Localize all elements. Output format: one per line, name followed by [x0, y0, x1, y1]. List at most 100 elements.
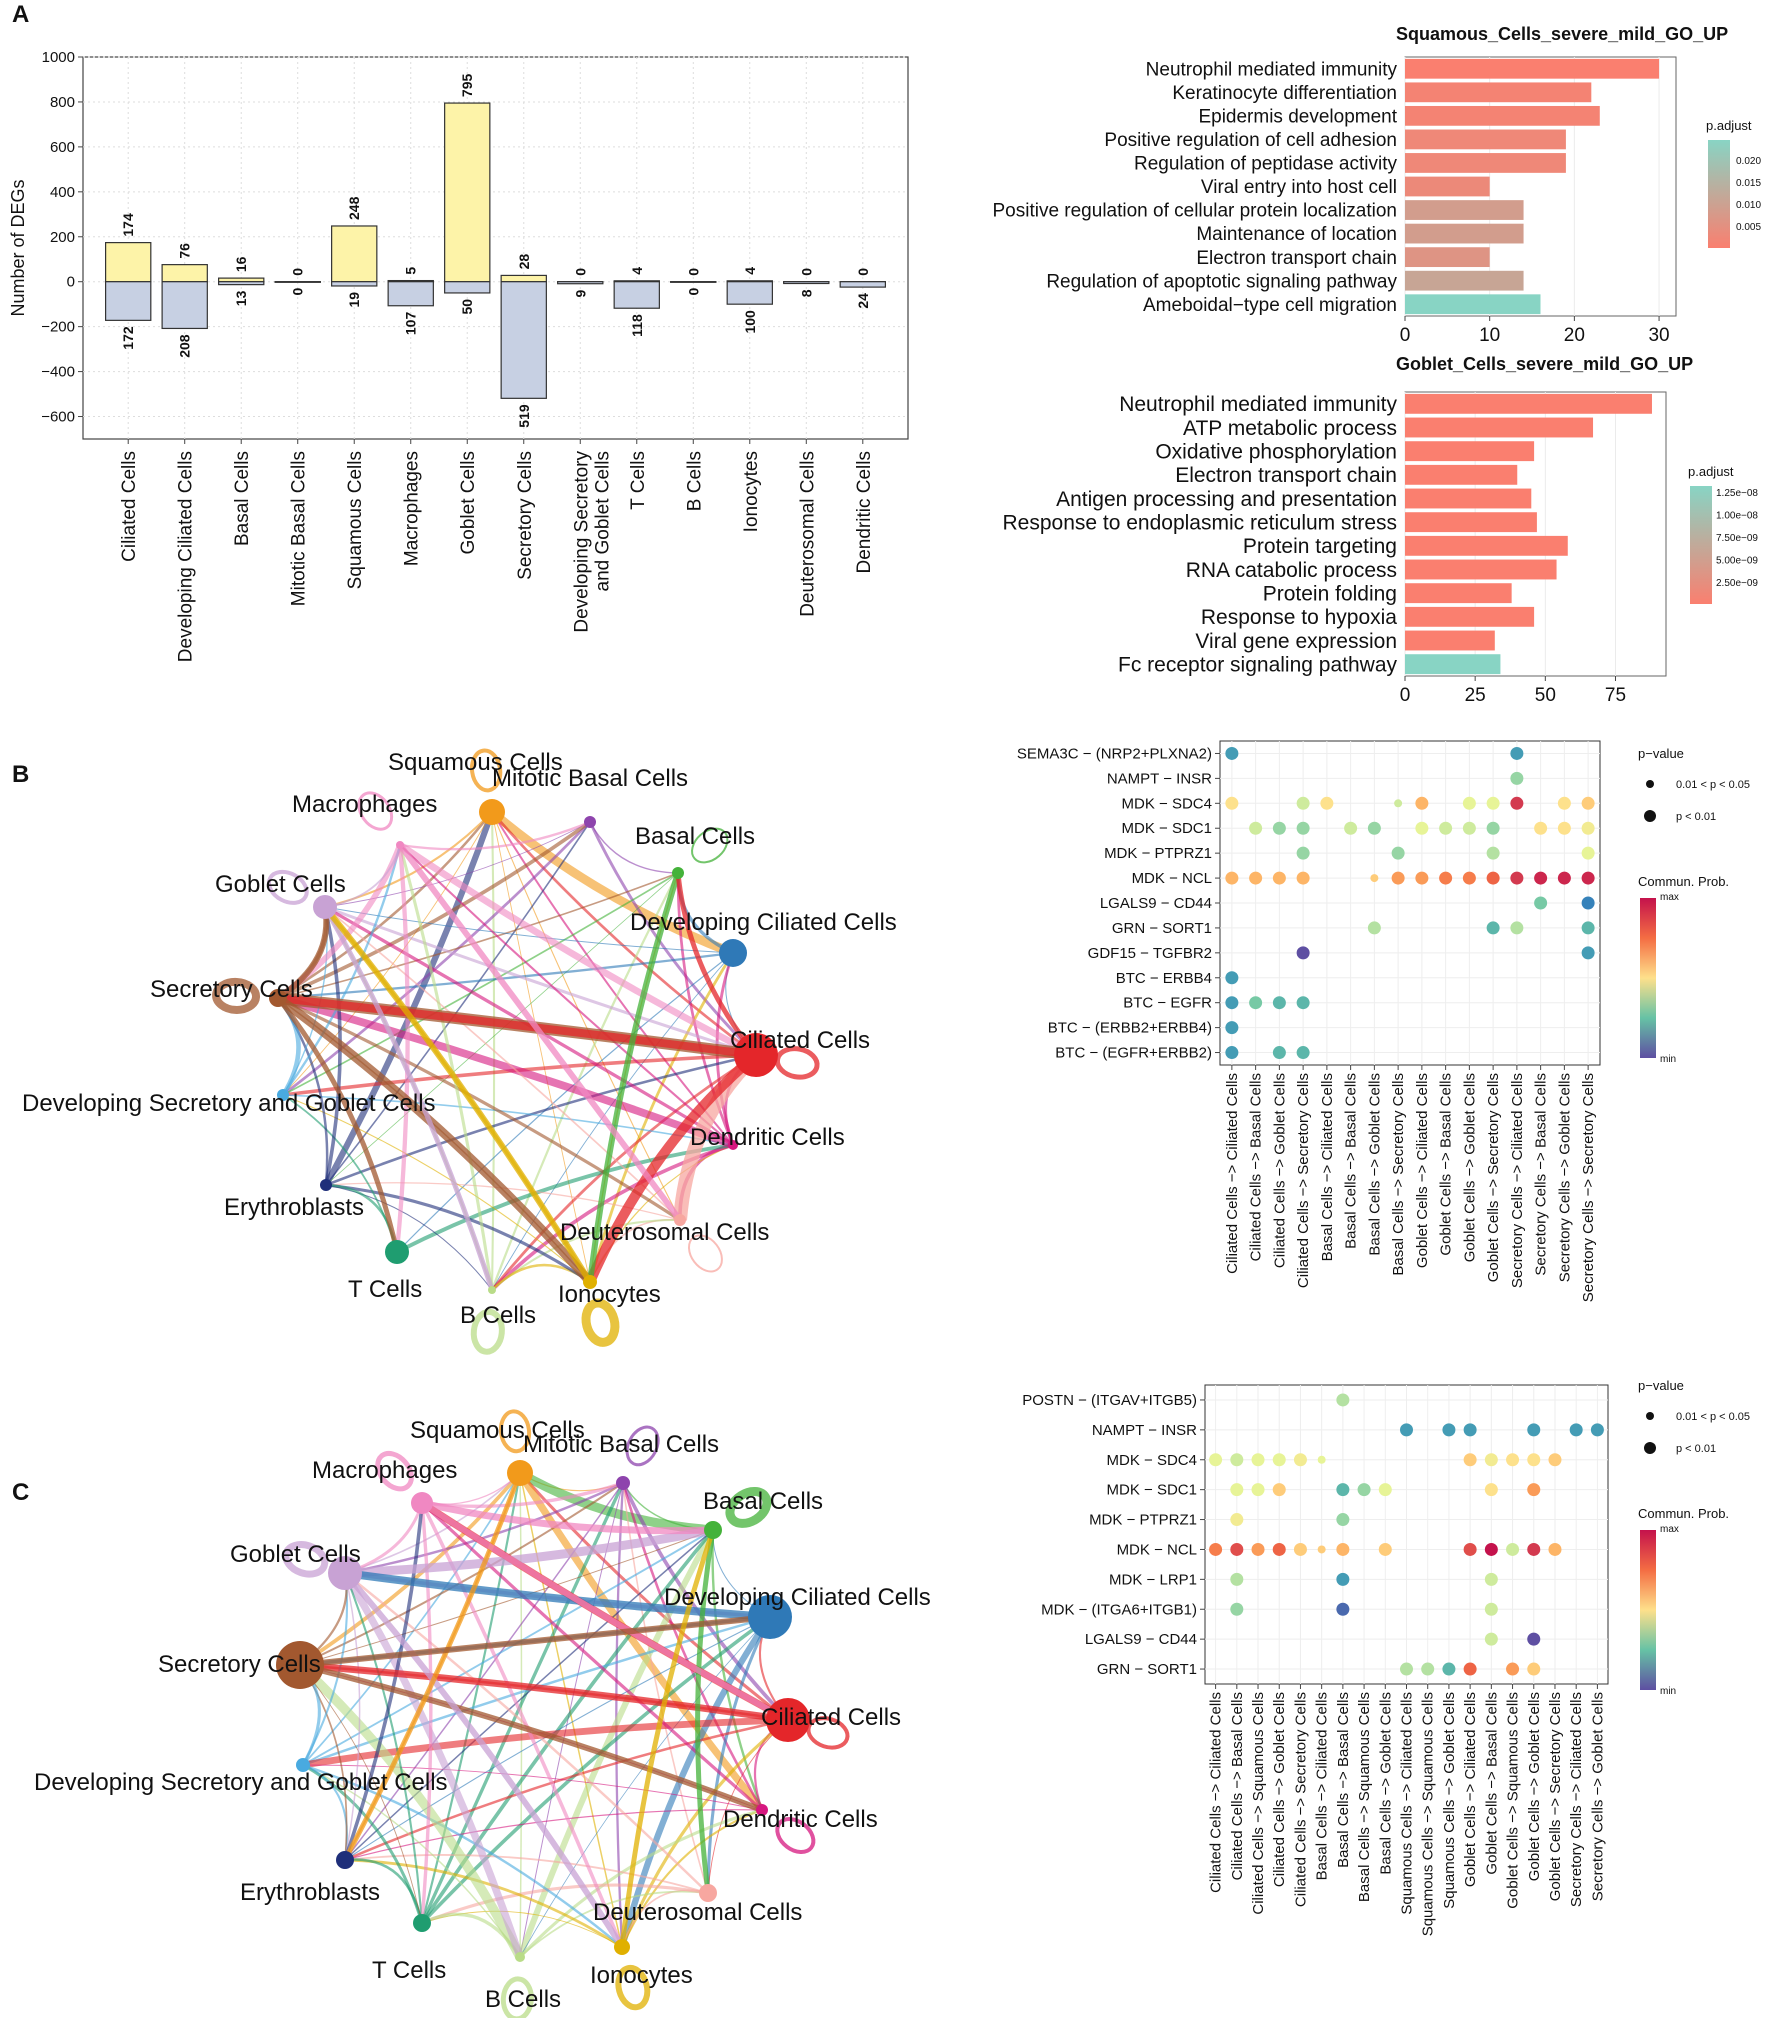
network-node — [296, 1758, 310, 1772]
dotplot-c-pvalue-dot-large — [1644, 1442, 1656, 1454]
dotplot-column-label: Ciliated Cells −> Ciliated Cells — [1224, 1073, 1241, 1274]
deg-bar-down — [444, 281, 491, 294]
dotplot-dot — [1272, 996, 1286, 1010]
deg-bar-down — [670, 281, 717, 283]
network-node — [614, 1939, 630, 1955]
dotplot-dot — [1225, 871, 1239, 885]
network-self-loop — [687, 1234, 723, 1273]
dotplot-row-label: POSTN − (ITGAV+ITGB5) — [1022, 1392, 1197, 1409]
dotplot-dot — [1415, 821, 1429, 835]
network-node — [396, 841, 404, 849]
panel-label-b: B — [12, 761, 29, 788]
deg-plot-frame — [82, 56, 909, 440]
dotplot-dot — [1230, 1572, 1244, 1586]
go-term-label: Regulation of peptidase activity — [1134, 154, 1397, 175]
network-self-loop — [500, 1976, 534, 2018]
deg-up-label: 795 — [459, 73, 475, 97]
deg-bar-down — [500, 281, 547, 399]
go-term-label: Oxidative phosphorylation — [1155, 441, 1397, 464]
deg-down-label: 19 — [346, 292, 362, 308]
dotplot-column-label: Basal Cells −> Secretory Cells — [1390, 1073, 1407, 1276]
network-edge — [421, 1883, 709, 1925]
deg-up-label: 0 — [685, 268, 701, 276]
dotplot-column-label: Goblet Cells −> Ciliated Cells — [1414, 1073, 1431, 1268]
deg-up-label: 0 — [290, 268, 306, 276]
dotplot-dot — [1391, 871, 1405, 885]
deg-bar-up — [161, 264, 208, 283]
dotplot-dot — [1225, 996, 1239, 1010]
dotplot-dot — [1484, 1453, 1498, 1467]
network-edge — [519, 1616, 771, 1958]
dotplot-dot — [1439, 871, 1453, 885]
deg-down-label: 100 — [742, 310, 758, 334]
go-bar — [1405, 559, 1557, 580]
network-edge-strong — [342, 1571, 625, 1949]
dotplot-dot — [1296, 1046, 1310, 1060]
go-goblet-legend-tick: 2.50e−09 — [1716, 578, 1758, 589]
dotplot-dot — [1400, 1423, 1413, 1437]
network-edge-strong — [276, 996, 400, 1253]
dotplot-dot — [1296, 871, 1310, 885]
network-edge — [344, 1572, 361, 1861]
network-self-loop — [375, 1450, 414, 1492]
go-term-label: RNA catabolic process — [1186, 559, 1397, 582]
dotplot-row-label: GDF15 − TGFBR2 — [1088, 945, 1212, 962]
dotplot-column-label: Squamous Cells −> Ciliated Cells — [1399, 1692, 1416, 1915]
dotplot-dot — [1344, 821, 1358, 835]
go-x-tick-label: 30 — [1648, 325, 1669, 346]
go-plot-frame — [1404, 391, 1667, 677]
dotplot-dot — [1527, 1483, 1541, 1497]
network-node-label: T Cells — [372, 1957, 446, 1984]
network-edge — [706, 1616, 772, 1894]
network-edge — [707, 1719, 789, 1894]
network-edge — [420, 1501, 764, 1812]
network-node-label: Macrophages — [312, 1457, 457, 1484]
network-edge — [618, 1615, 773, 1948]
go-bar — [1405, 176, 1490, 197]
dotplot-row-label: MDK − SDC4 — [1122, 795, 1212, 812]
network-node-label: Deuterosomal Cells — [593, 1899, 802, 1926]
network-edge — [344, 1481, 624, 1575]
network-node — [479, 799, 505, 825]
network-node-label: Secretory Cells — [150, 976, 313, 1003]
deg-bar-down — [387, 281, 434, 307]
network-node — [507, 1460, 533, 1486]
network-edge-strong — [322, 905, 593, 1284]
deg-x-tick-label: Macrophages — [402, 451, 423, 566]
dotplot-dot — [1486, 921, 1500, 935]
dotplot-row-label: LGALS9 − CD44 — [1100, 895, 1212, 912]
deg-x-tick-label: Ionocytes — [741, 451, 762, 532]
network-edge — [325, 1184, 493, 1291]
dotplot-dot — [1296, 946, 1310, 960]
dotplot-column-label: Secretory Cells −> Ciliated Cells — [1509, 1073, 1526, 1288]
dotplot-column-label: Goblet Cells −> Ciliated Cells — [1462, 1692, 1479, 1887]
network-edge — [399, 820, 591, 851]
deg-bar-down — [218, 281, 265, 286]
deg-y-axis-label: Number of DEGs — [8, 179, 28, 316]
deg-bar-down — [783, 281, 830, 285]
network-edge-strong — [420, 1500, 790, 1723]
go-squamous-legend-tick: 0.015 — [1736, 178, 1761, 189]
dotplot-dot — [1225, 1046, 1239, 1060]
dotplot-column-label: Basal Cells −> Ciliated Cells — [1319, 1073, 1336, 1261]
network-self-loop — [282, 1541, 329, 1578]
go-term-label: Neutrophil mediated immunity — [1146, 59, 1398, 80]
network-self-loop — [775, 1817, 816, 1855]
dotplot-dot — [1534, 871, 1548, 885]
network-node-label: Goblet Cells — [230, 1541, 361, 1568]
go-goblet-legend-tick: 5.00e−09 — [1716, 556, 1758, 567]
dotplot-dot — [1527, 1632, 1541, 1646]
dotplot-dot — [1230, 1483, 1244, 1497]
network-node — [277, 1089, 289, 1101]
dotplot-dot — [1506, 1453, 1520, 1467]
dotplot-column-label: Secretory Cells −> Ciliated Cells — [1568, 1692, 1585, 1907]
dotplot-dot — [1272, 871, 1286, 885]
network-edge — [711, 1529, 764, 1811]
deg-bar-down — [839, 281, 886, 288]
dotplot-dot — [1296, 821, 1310, 835]
network-self-loop — [725, 1487, 772, 1528]
dotplot-dot — [1510, 921, 1524, 935]
dotplot-dot — [1506, 1542, 1520, 1556]
go-x-tick-label: 20 — [1564, 325, 1585, 346]
